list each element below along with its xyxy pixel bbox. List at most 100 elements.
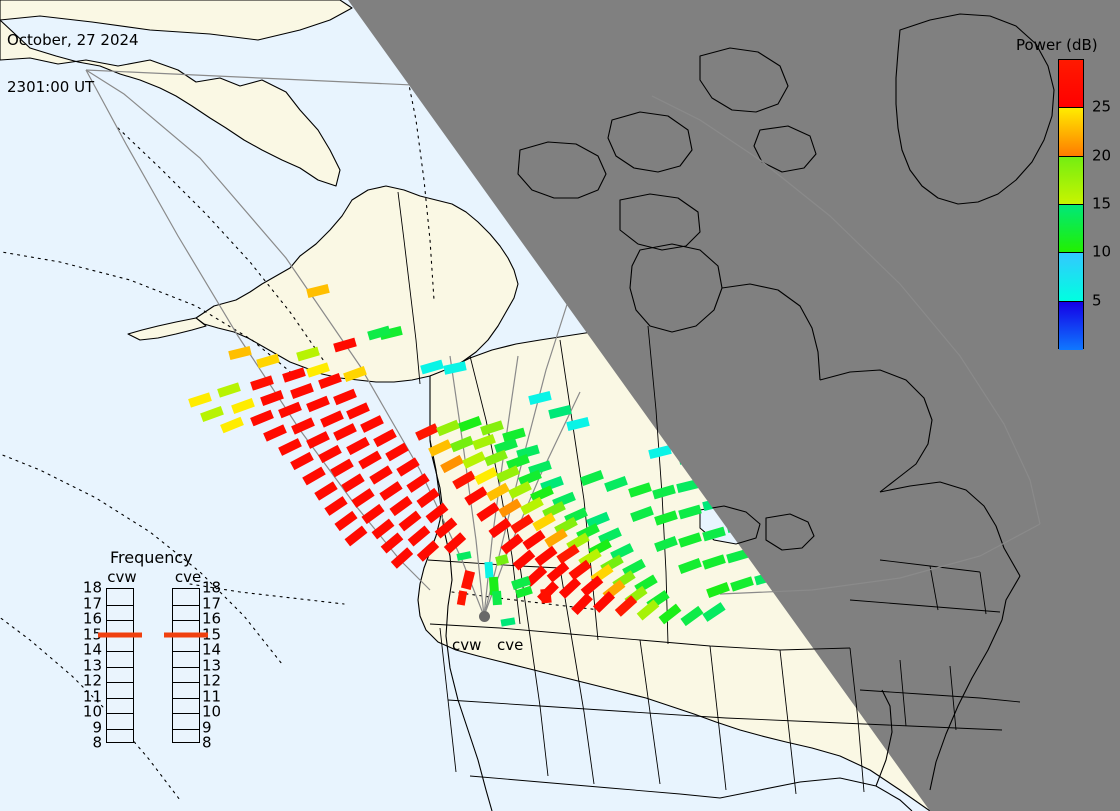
gauge-num-cvw-14: 14 [82, 640, 102, 659]
backscatter-cell [278, 438, 302, 456]
colorbar-tick-10: 10 [1092, 242, 1112, 261]
backscatter-cell [278, 401, 302, 419]
backscatter-cell [367, 325, 391, 341]
backscatter-cell [369, 465, 393, 485]
gauge-num-cvw-15: 15 [82, 625, 102, 643]
colorbar-tick-5: 5 [1092, 291, 1102, 310]
backscatter-cell [379, 325, 403, 341]
backscatter-cell [200, 406, 224, 422]
backscatter-cell [346, 436, 370, 456]
gauge-bar-cve [172, 588, 200, 743]
gauge-marker-cvw [98, 632, 142, 637]
gauge-rule-cve-10 [173, 713, 199, 714]
backscatter-cell [361, 503, 385, 525]
aleutian-islands [127, 317, 207, 341]
backscatter-cell [306, 362, 330, 378]
backscatter-cell [333, 337, 357, 353]
backscatter-cell [290, 451, 314, 471]
backscatter-cell [548, 404, 572, 420]
colorbar-segment-2 [1059, 156, 1083, 205]
backscatter-cell [556, 544, 580, 564]
backscatter-cell [389, 495, 413, 517]
backscatter-cell [726, 548, 750, 564]
backscatter-cell [516, 444, 540, 460]
backscatter-cell [456, 551, 472, 561]
backscatter-cell [291, 417, 315, 435]
timestamp-block: October, 27 2024 2301:00 UT [7, 2, 139, 126]
backscatter-cell [678, 504, 702, 520]
backscatter-cell [496, 465, 520, 483]
backscatter-cell [406, 473, 430, 493]
gauge-num-cvw-9: 9 [92, 718, 102, 736]
backscatter-cell [654, 536, 678, 552]
colorbar-segment-4 [1059, 253, 1083, 302]
backscatter-cell [598, 527, 622, 545]
gauge-rule-cvw-14 [107, 651, 133, 652]
backscatter-cell [425, 502, 449, 524]
radar-site-label-cvw: cvw [452, 636, 482, 654]
backscatter-cell [228, 345, 252, 361]
backscatter-cell [702, 526, 726, 542]
colorbar-segment-0 [1059, 60, 1083, 109]
backscatter-cell [358, 450, 382, 470]
backscatter-cell [334, 510, 358, 532]
colorbar-segment-5 [1059, 301, 1083, 350]
colorbar-tick-15: 15 [1092, 194, 1112, 213]
backscatter-cell [528, 390, 552, 406]
gauge-rule-cvw-9 [107, 728, 133, 730]
gauge-rule-cve-17 [173, 604, 199, 606]
backscatter-cell [346, 402, 370, 420]
backscatter-cell [494, 438, 518, 454]
gauge-num-cvw-10: 10 [82, 702, 102, 721]
backscatter-cell [188, 392, 212, 408]
backscatter-cell [586, 511, 610, 529]
backscatter-cell [330, 458, 354, 478]
date-label: October, 27 2024 [7, 31, 139, 49]
gauge-num-cvw-13: 13 [82, 656, 102, 674]
gauge-bar-cvw [106, 588, 134, 743]
backscatter-cell [436, 419, 460, 437]
gauge-num-cve-9: 9 [202, 718, 212, 736]
backscatter-cell [385, 442, 409, 462]
gauge-num-cve-12: 12 [202, 671, 222, 690]
backscatter-cell [420, 359, 444, 375]
backscatter-cell [333, 388, 357, 406]
backscatter-cell [460, 570, 476, 590]
backscatter-cell [396, 457, 420, 477]
backscatter-cell [250, 375, 274, 391]
gauge-num-cve-17: 17 [202, 594, 222, 612]
backscatter-cell [263, 424, 287, 442]
gauge-rule-cve-11 [173, 697, 199, 699]
backscatter-cell [546, 561, 570, 583]
backscatter-cell [500, 533, 524, 555]
gauge-num-cve-16: 16 [202, 609, 222, 628]
backscatter-cell [512, 549, 536, 571]
backscatter-cell [231, 398, 255, 414]
gauge-label-cvw: cvw [107, 568, 137, 586]
backscatter-cell [502, 427, 526, 443]
backscatter-cell [416, 540, 440, 562]
backscatter-cell [318, 444, 342, 464]
backscatter-cell [510, 514, 534, 534]
backscatter-cell [580, 575, 604, 597]
colorbar-gradient-strip [1058, 59, 1084, 350]
backscatter-cell [678, 532, 702, 548]
backscatter-cell [484, 449, 508, 467]
backscatter-cell [628, 482, 652, 498]
backscatter-cell [324, 496, 348, 516]
backscatter-cell [515, 585, 533, 599]
backscatter-cell [680, 605, 704, 627]
backscatter-cell [511, 575, 531, 591]
backscatter-cell [524, 565, 548, 587]
backscatter-cell [474, 466, 498, 486]
gauge-num-cvw-17: 17 [82, 594, 102, 612]
gauge-rule-cvw-12 [107, 682, 133, 683]
backscatter-cell [706, 582, 730, 598]
backscatter-cell [544, 528, 568, 548]
gauge-num-cve-11: 11 [202, 687, 222, 705]
backscatter-cell [318, 373, 342, 389]
time-label: 2301:00 UT [7, 77, 95, 96]
siberia-landmass [0, 0, 353, 187]
power-colorbar: Power (dB) 25 20 15 10 5 [1000, 36, 1120, 356]
